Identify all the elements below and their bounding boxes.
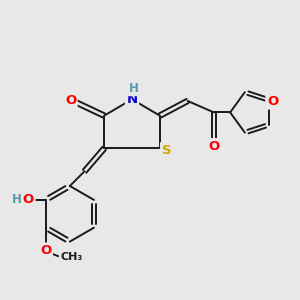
- Text: O: O: [23, 194, 34, 206]
- Text: H: H: [129, 82, 139, 95]
- Text: O: O: [40, 244, 51, 257]
- Text: H: H: [11, 194, 21, 206]
- Text: O: O: [208, 140, 219, 153]
- Text: N: N: [126, 93, 138, 106]
- Text: O: O: [267, 95, 278, 108]
- Text: S: S: [161, 143, 171, 157]
- Text: CH₃: CH₃: [61, 252, 83, 262]
- Text: O: O: [65, 94, 76, 107]
